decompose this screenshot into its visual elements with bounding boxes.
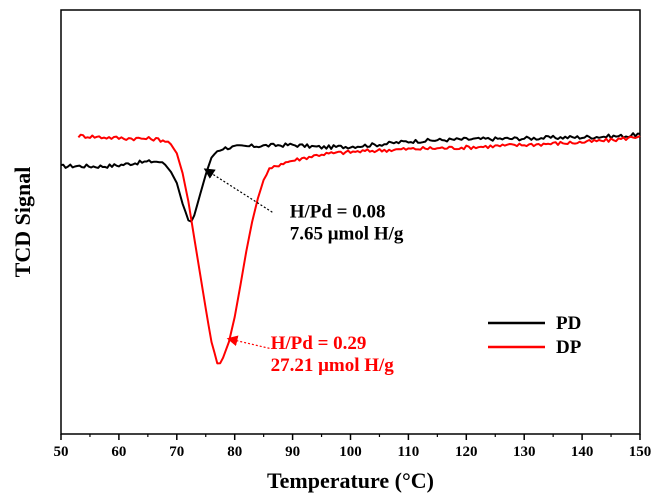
annotation-text: 27.21 μmol H/g [271,355,395,376]
x-tick-label: 70 [169,444,184,460]
x-tick-label: 110 [398,444,420,460]
x-tick-label: 80 [227,444,242,460]
x-tick-label: 120 [455,444,478,460]
y-axis-label: TCD Signal [10,167,35,278]
x-tick-label: 90 [285,444,300,460]
x-axis-ticks: 50 60 70 80 90 100 110 120 130 140 150 [54,434,652,460]
series-line-dp [77,133,641,365]
x-tick-label: 150 [629,444,652,460]
legend-label: DP [556,337,582,358]
annotation-layer: H/Pd = 0.087.65 μmol H/g H/Pd = 0.2927.21… [203,168,404,376]
annotation-text: H/Pd = 0.29 [271,333,367,354]
annotation-arrow [226,335,270,349]
series-layer [60,132,641,365]
x-tick-label: 100 [339,444,362,460]
series-line-pd [60,132,641,223]
legend: PD DP [488,313,582,358]
x-tick-label: 130 [513,444,536,460]
annotation-arrow [203,168,273,213]
x-axis-label: Temperature (°C) [267,468,434,493]
annotation-text: 7.65 μmol H/g [290,223,404,244]
x-tick-label: 140 [571,444,594,460]
x-tick-label: 60 [111,444,126,460]
annotation-text: H/Pd = 0.08 [290,201,386,222]
x-tick-label: 50 [54,444,69,460]
legend-label: PD [556,313,581,334]
